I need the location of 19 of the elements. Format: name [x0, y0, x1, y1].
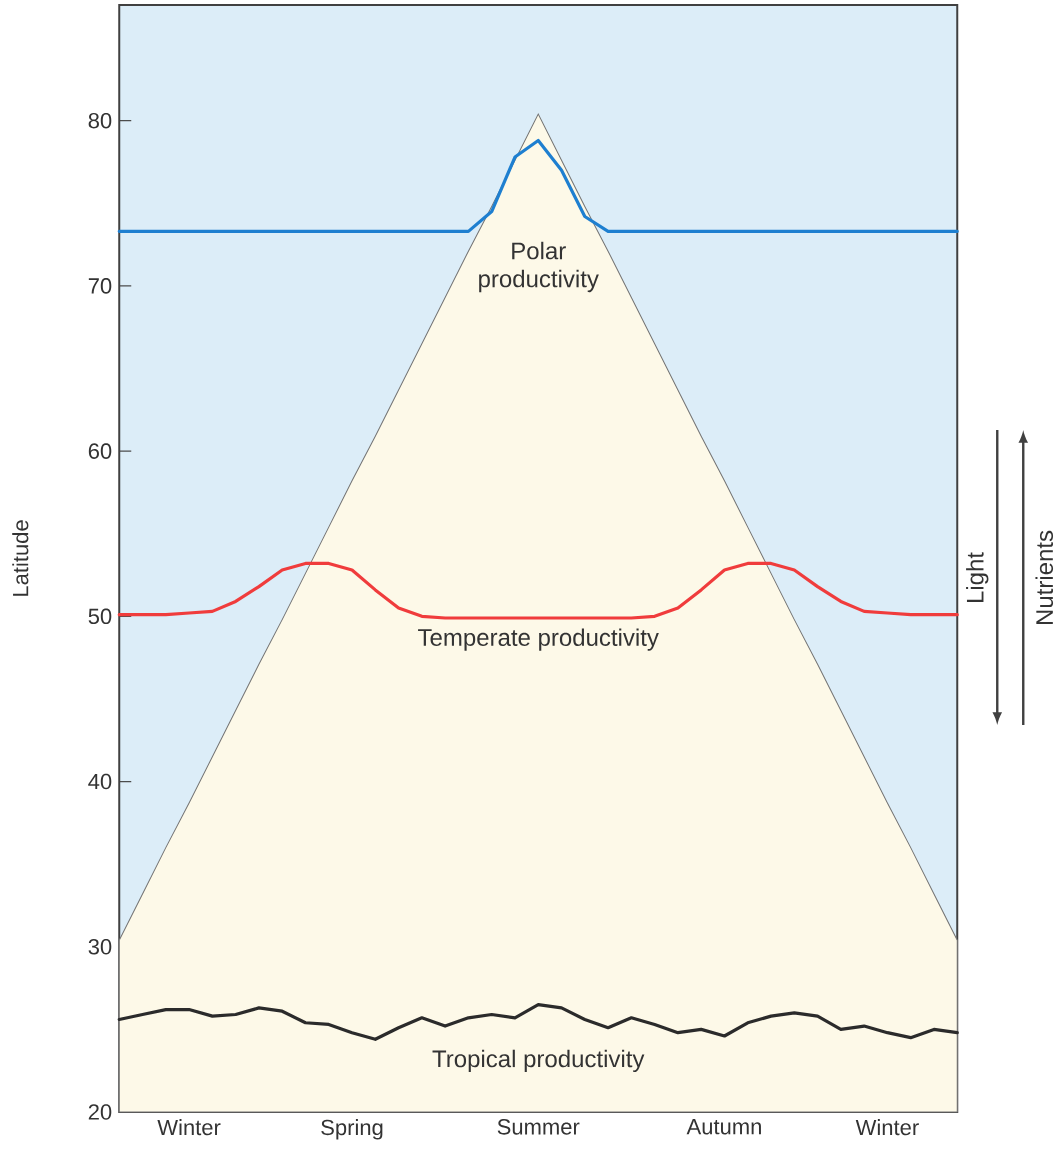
x-tick-label: Winter — [855, 1119, 919, 1136]
x-tick-label: Spring — [321, 1119, 383, 1140]
x-tick-label: Summer — [497, 1119, 580, 1135]
y-tick-label: 30 — [88, 939, 112, 955]
y-tick-label: 20 — [88, 1104, 112, 1120]
x-tick-label: Winter — [157, 1119, 221, 1136]
text: Light — [965, 552, 989, 603]
x-tick-label: Autumn — [686, 1119, 761, 1135]
series-label: Temperate productivity — [417, 628, 659, 651]
y-tick-label: 50 — [88, 608, 112, 625]
y-tick-label: 80 — [88, 112, 112, 129]
y-axis-title: Latitude — [12, 520, 29, 596]
text: Nutrients — [1035, 530, 1053, 625]
y-tick-label: 70 — [88, 278, 112, 294]
y-tick-label: 40 — [88, 773, 112, 790]
y-tick-label: 60 — [88, 443, 112, 459]
line-series — [117, 1003, 959, 1041]
series-label: Tropical productivity — [432, 1049, 645, 1073]
series-label: Polar productivity — [478, 241, 599, 293]
